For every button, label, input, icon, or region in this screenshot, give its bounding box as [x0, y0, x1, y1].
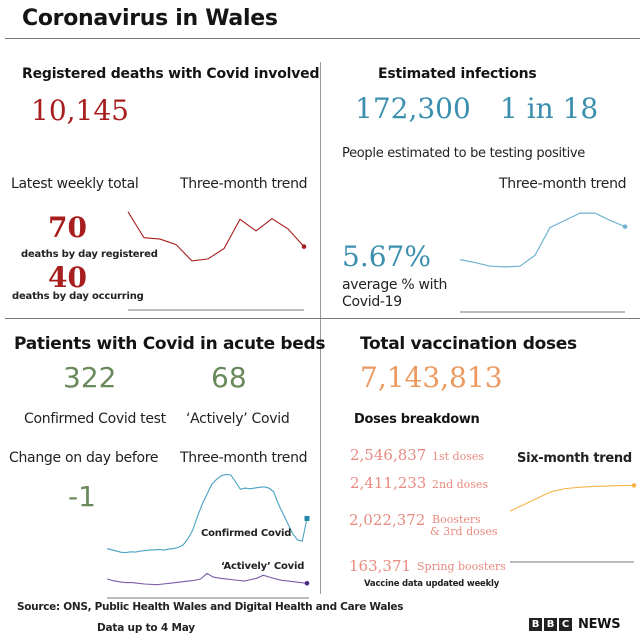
page-title: Coronavirus in Wales [22, 6, 278, 31]
dose-1-value: 2,546,837 [350, 446, 427, 464]
dose-1-label: 1st doses [432, 450, 485, 463]
patients-confirmed-value: 322 [63, 361, 117, 394]
vaccination-heading: Total vaccination doses [360, 334, 577, 354]
infections-subtitle: People estimated to be testing positive [342, 146, 585, 161]
deaths-trend-chart [127, 211, 307, 311]
deaths-trend-label: Three-month trend [180, 176, 308, 192]
vertical-divider [320, 62, 321, 594]
infections-trend-endpoint [622, 224, 628, 229]
infections-heading: Estimated infections [378, 66, 537, 82]
title-divider [5, 38, 640, 39]
bbc-logo-letter: B [544, 618, 557, 631]
dose-3-value: 2,022,372 [349, 511, 426, 529]
dose-2-label: 2nd doses [432, 478, 489, 491]
deaths-heading: Registered deaths with Covid involved [22, 66, 320, 82]
deaths-occurring-label: deaths by day occurring [12, 291, 144, 302]
bbc-logo-letter: B [529, 618, 542, 631]
data-date: Data up to 4 May [97, 622, 195, 634]
infections-trend-line [459, 212, 626, 268]
patients-active-value: 68 [211, 361, 247, 394]
vaccination-trend-line [509, 484, 635, 512]
bbc-news-logo: B B C NEWS [529, 617, 621, 632]
deaths-registered-value: 70 [48, 211, 87, 244]
series-active-label: ‘Actively’ Covid [221, 561, 305, 572]
infections-trend-label: Three-month trend [499, 176, 627, 192]
patients-change-label: Change on day before [9, 450, 159, 466]
infections-percent-label-1: average % with [342, 277, 448, 293]
infections-trend-chart [459, 212, 628, 313]
doses-breakdown-label: Doses breakdown [354, 412, 480, 427]
mid-divider [5, 318, 640, 319]
deaths-occurring-value: 40 [48, 261, 87, 294]
deaths-registered-label: deaths by day registered [21, 249, 158, 260]
deaths-latest-label: Latest weekly total [11, 176, 139, 192]
patients-change-value: -1 [68, 480, 96, 513]
dose-3-label-2: & 3rd doses [430, 525, 498, 538]
vaccination-total: 7,143,813 [360, 361, 503, 394]
infections-ratio: 1 in 18 [500, 92, 599, 125]
vaccination-trend-endpoint [631, 483, 637, 488]
dose-2-value: 2,411,233 [350, 474, 427, 492]
deaths-trend-endpoint [301, 244, 307, 249]
actively-covid-trend-endpoint [304, 580, 310, 586]
vaccination-trend-label: Six-month trend [517, 451, 632, 466]
infections-percent: 5.67% [342, 240, 431, 273]
patients-trend-label: Three-month trend [180, 450, 308, 466]
dose-3-label: Boosters [432, 513, 481, 526]
confirmed-covid-trend-endpoint [304, 515, 310, 521]
series-confirmed-label: Confirmed Covid [201, 528, 292, 539]
patients-active-label: ‘Actively’ Covid [186, 411, 290, 427]
infections-percent-label-2: Covid-19 [342, 294, 402, 310]
bbc-news-text: NEWS [578, 617, 621, 632]
patients-heading: Patients with Covid in acute beds [14, 334, 326, 354]
vaccination-trend-chart [509, 483, 637, 563]
vaccine-update-note: Vaccine data updated weekly [364, 579, 500, 589]
deaths-trend-line [127, 211, 305, 262]
patients-trend-chart [106, 473, 310, 599]
dose-4-label: Spring boosters [417, 560, 506, 573]
confirmed-covid-trend-line [106, 473, 308, 554]
bbc-logo-letter: C [559, 618, 572, 631]
deaths-total: 10,145 [31, 94, 129, 127]
patients-confirmed-label: Confirmed Covid test [24, 411, 166, 427]
dose-4-value: 163,371 [349, 557, 412, 575]
infections-count: 172,300 [355, 92, 471, 125]
source-text: Source: ONS, Public Health Wales and Dig… [17, 601, 404, 613]
actively-covid-trend-line [106, 572, 308, 586]
